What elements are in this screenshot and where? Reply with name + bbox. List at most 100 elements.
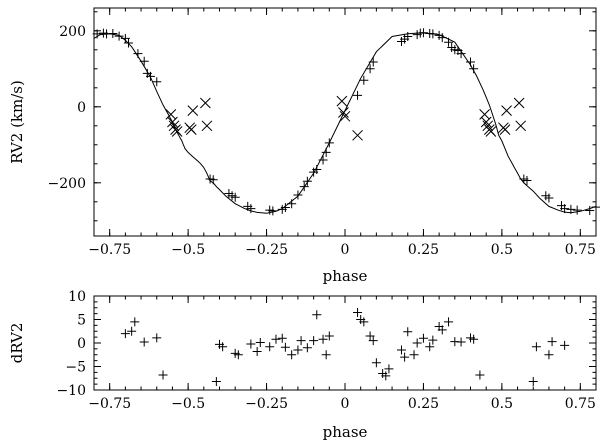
drv2-plus-point — [302, 343, 312, 353]
drv2-x-tick-label: 0 — [341, 396, 350, 412]
rv2-cross-point — [339, 110, 351, 122]
rv2-plus-point — [318, 155, 328, 165]
drv2-x-tick-label: −0.25 — [245, 396, 288, 412]
drv2-plus-point — [246, 339, 256, 349]
drv2-plot-frame — [93, 295, 597, 391]
rv2-plus-point — [469, 64, 479, 74]
rv2-plus-point — [321, 147, 331, 157]
rv2-plus-point — [359, 75, 369, 85]
drv2-plus-point — [425, 342, 435, 352]
rv2-plus-point — [566, 204, 576, 214]
drv2-plus-point — [321, 350, 331, 360]
drv2-plus-point — [560, 340, 570, 350]
drv2-plus-point — [371, 358, 381, 368]
rv2-plus-point — [280, 203, 290, 212]
drv2-plus-point — [456, 337, 466, 347]
rv2-plus-point — [353, 90, 363, 100]
drv2-plus-point — [152, 333, 162, 343]
rv2-cross-point — [515, 120, 527, 132]
drv2-plus-point — [127, 326, 137, 336]
drv2-y-tick-label: 10 — [68, 289, 86, 305]
drv2-plus-point — [528, 377, 538, 387]
rv2-plus-point — [120, 33, 130, 43]
drv2-ticks — [93, 295, 597, 391]
rv2-plus-point — [560, 204, 570, 214]
rv2-y-tick-label: 0 — [77, 100, 86, 116]
drv2-plus-point — [353, 307, 363, 317]
drv2-plus-point — [359, 317, 369, 327]
drv2-plus-point — [158, 370, 168, 380]
rv2-plus-point — [428, 29, 438, 39]
rv2-plus-point — [299, 182, 309, 192]
rv2-plus-point — [444, 37, 454, 47]
rv2-cross-point — [201, 120, 213, 132]
drv2-plus-point — [277, 333, 287, 343]
rv2-cross-point — [200, 97, 211, 109]
drv2-panel: −0.75 −0.5 −0.25 0 0.25 0.5 0.75 10 5 0 −5 −10 pha… — [8, 289, 597, 441]
rv2-plus-point — [522, 176, 532, 186]
rv2-x-tick-label: −0.25 — [245, 242, 288, 258]
drv2-x-tick-labels: −0.75 −0.5 −0.25 0 0.25 0.5 0.75 — [88, 396, 596, 412]
drv2-x-axis-title: phase — [323, 423, 368, 441]
rv2-curve-line — [94, 32, 596, 214]
rv2-plus-point — [246, 204, 256, 214]
rv2-cross-point — [338, 107, 349, 118]
drv2-plus-point — [531, 342, 541, 352]
rv2-y-axis-title: RV2 (km/s) — [8, 80, 26, 164]
rv2-plus-point — [302, 176, 312, 186]
drv2-plus-point — [400, 352, 410, 362]
rv2-cross-points — [165, 95, 527, 141]
drv2-y-tick-label: −5 — [65, 360, 86, 376]
rv2-plus-point — [139, 56, 149, 66]
drv2-residual-points — [120, 307, 570, 387]
drv2-plus-point — [130, 317, 140, 327]
drv2-y-tick-label: 5 — [77, 313, 86, 329]
rv2-plus-point — [591, 202, 600, 212]
drv2-x-tick-label: −0.5 — [171, 396, 205, 412]
rv2-plus-point — [418, 28, 428, 38]
drv2-plus-point — [428, 335, 438, 345]
rv2-x-tick-labels: −0.75 −0.5 −0.25 0 0.25 0.5 0.75 — [88, 242, 596, 258]
rv2-cross-point — [171, 126, 183, 137]
rv2-y-tick-label: −200 — [48, 176, 86, 192]
drv2-plus-point — [368, 336, 378, 346]
drv2-plus-point — [403, 327, 413, 337]
rv2-cross-point — [187, 105, 199, 116]
drv2-plus-point — [211, 377, 221, 387]
rv2-model-curve — [94, 32, 596, 214]
rv2-x-tick-label: 0.25 — [408, 242, 439, 258]
drv2-plus-point — [409, 350, 419, 360]
rv2-plus-points — [92, 28, 600, 216]
rv2-plus-point — [365, 64, 375, 74]
rv2-plus-point — [368, 57, 378, 67]
rv2-plot-frame — [93, 7, 597, 237]
rv2-plus-point — [293, 190, 303, 200]
drv2-plus-point — [475, 370, 485, 380]
drv2-plus-point — [324, 331, 334, 341]
drv2-plus-point — [384, 364, 394, 374]
rv2-plus-point — [544, 193, 554, 203]
drv2-plus-point — [365, 331, 375, 341]
drv2-plus-point — [381, 371, 391, 381]
rv2-plus-point — [403, 32, 413, 41]
rv2-plus-point — [152, 77, 162, 87]
drv2-plus-point — [309, 336, 319, 346]
rv2-plus-point — [437, 33, 447, 43]
drv2-plus-point — [287, 350, 297, 360]
drv2-plus-point — [444, 317, 454, 327]
drv2-x-tick-label: −0.75 — [88, 396, 131, 412]
drv2-y-axis-title: dRV2 — [8, 323, 26, 364]
rv2-cross-point — [482, 120, 494, 132]
rv2-plus-point — [572, 205, 582, 215]
rv2-y-tick-labels: 200 0 −200 — [48, 24, 86, 192]
rv2-cross-point — [501, 105, 512, 116]
rv2-panel: −0.75 −0.5 −0.25 0 0.25 0.5 0.75 200 0 −200 phas… — [8, 7, 600, 285]
rv2-x-tick-label: −0.5 — [171, 242, 205, 258]
rv2-cross-point — [480, 116, 492, 128]
rv2-cross-point — [485, 126, 497, 137]
rv2-cross-point — [185, 124, 197, 135]
drv2-plus-point — [120, 329, 130, 339]
drv2-x-tick-label: 0.5 — [491, 396, 513, 412]
drv2-x-tick-label: 0.25 — [408, 396, 439, 412]
